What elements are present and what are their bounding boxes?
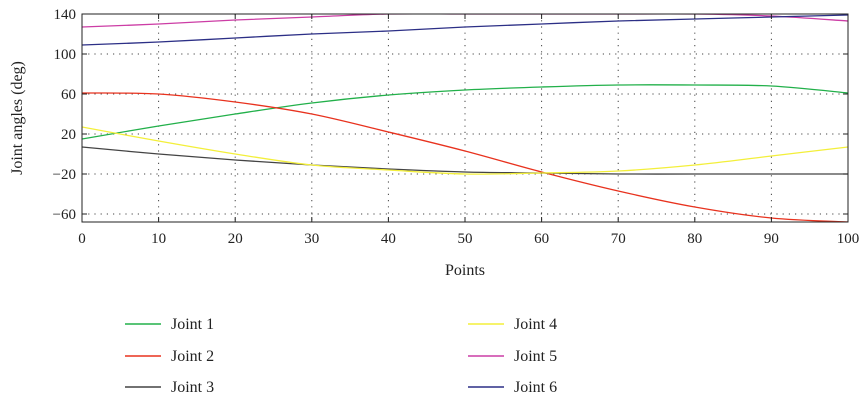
y-axis-label: Joint angles (deg)	[9, 61, 26, 175]
series-line-joint-4	[82, 126, 848, 175]
x-tick-label: 30	[304, 231, 319, 247]
series-line-joint-6	[82, 14, 848, 46]
legend-label-joint-3: Joint 3	[171, 379, 214, 396]
x-tick-label: 20	[228, 231, 243, 247]
y-tick-label: 20	[61, 127, 76, 143]
x-tick-label: 40	[381, 231, 396, 247]
series-line-joint-1	[82, 84, 848, 140]
legend-label-joint-6: Joint 6	[514, 379, 557, 396]
series-line-joint-3	[82, 146, 848, 175]
legend-label-joint-2: Joint 2	[171, 348, 214, 365]
series-line-joint-2	[82, 92, 848, 222]
x-tick-label: 50	[458, 231, 473, 247]
y-tick-label: 60	[61, 87, 76, 103]
legend: Joint 1 Joint 2 Joint 3 Joint 4 Joint 5 Joint…	[125, 316, 557, 396]
axis-ticks: 0 10 20 30 40 50 60 70 80 90 100 −60 −20 20 60 100 140	[53, 7, 860, 247]
x-axis-label: Points	[445, 262, 485, 279]
x-tick-label: 70	[611, 231, 626, 247]
y-tick-label: −60	[53, 207, 76, 223]
legend-label-joint-5: Joint 5	[514, 348, 557, 365]
y-tick-label: 140	[54, 7, 77, 23]
x-tick-label: 90	[764, 231, 779, 247]
x-tick-label: 60	[534, 231, 549, 247]
grid-lines	[82, 14, 848, 222]
y-tick-label: −20	[53, 167, 76, 183]
legend-label-joint-1: Joint 1	[171, 316, 214, 333]
x-tick-label: 0	[78, 231, 86, 247]
x-tick-label: 100	[837, 231, 860, 247]
x-tick-label: 80	[687, 231, 702, 247]
x-tick-label: 10	[151, 231, 166, 247]
legend-label-joint-4: Joint 4	[514, 316, 557, 333]
y-tick-label: 100	[54, 47, 77, 63]
